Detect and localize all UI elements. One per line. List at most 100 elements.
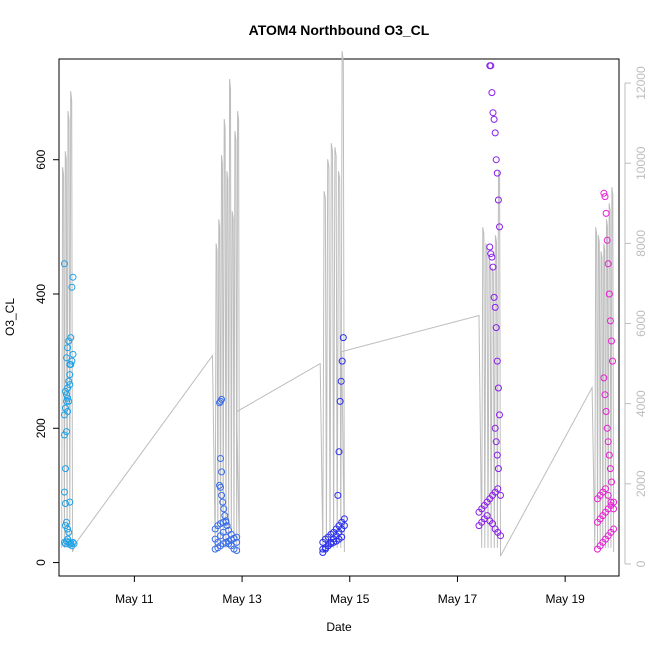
data-point <box>497 532 504 540</box>
data-point <box>62 465 69 473</box>
data-point <box>603 424 611 432</box>
data-point <box>60 411 68 419</box>
data-point <box>603 236 611 244</box>
data-point <box>605 451 613 459</box>
right-y-tick-label: 0 <box>634 560 648 567</box>
data-point <box>610 525 618 533</box>
data-point <box>65 397 73 405</box>
data-point <box>494 196 502 204</box>
x-tick-label: May 11 <box>115 592 154 606</box>
data-point <box>218 395 226 403</box>
data-point <box>336 397 344 405</box>
data-point <box>66 381 74 389</box>
data-point <box>219 498 227 506</box>
data-point <box>604 438 612 446</box>
data-point <box>217 455 224 462</box>
data-point <box>62 500 69 507</box>
data-point <box>68 357 76 365</box>
data-point <box>496 411 503 419</box>
data-point <box>488 89 496 97</box>
data-point <box>68 542 76 550</box>
series-5 <box>594 189 618 553</box>
data-point <box>62 522 69 530</box>
data-point <box>63 518 70 526</box>
data-point <box>63 391 70 399</box>
data-point <box>65 337 73 345</box>
data-point <box>494 485 502 493</box>
data-point <box>63 397 70 405</box>
y-tick-label: 200 <box>34 418 48 438</box>
y-axis-right: 0 2000 4000 6000 8000 10000 12000 <box>624 66 648 567</box>
data-point <box>601 391 609 399</box>
data-point <box>604 491 612 499</box>
data-point <box>65 528 73 536</box>
data-point <box>497 491 504 499</box>
data-point <box>233 547 241 554</box>
data-point <box>233 533 241 541</box>
data-point <box>491 129 499 137</box>
data-point <box>335 448 343 456</box>
data-point <box>334 491 342 499</box>
data-point <box>217 483 224 491</box>
y-axis-label: O3_CL <box>3 298 17 336</box>
data-point <box>489 263 497 271</box>
data-point <box>68 283 76 291</box>
data-point <box>338 533 346 541</box>
data-point <box>610 498 618 506</box>
right-y-tick-label: 10000 <box>634 146 648 180</box>
series-1 <box>60 260 78 550</box>
data-point <box>65 377 73 385</box>
y-axis: 0 200 400 600 <box>34 149 59 566</box>
data-points <box>60 62 618 556</box>
data-point <box>64 525 72 533</box>
data-point <box>602 209 610 217</box>
plot-frame <box>58 58 620 577</box>
data-point <box>67 334 75 342</box>
data-point <box>601 193 609 201</box>
chart-title: ATOM4 Northbound O3_CL <box>249 22 430 38</box>
data-point <box>492 438 500 446</box>
data-point <box>496 223 503 231</box>
series-2 <box>211 395 241 554</box>
data-point <box>492 156 500 164</box>
data-point <box>70 540 78 548</box>
data-point <box>600 374 608 382</box>
data-point <box>220 505 228 513</box>
data-point <box>222 518 230 526</box>
data-point <box>607 498 615 506</box>
data-point <box>64 394 72 402</box>
data-point <box>63 428 70 436</box>
data-point <box>218 468 226 476</box>
x-tick-label: May 17 <box>438 592 478 606</box>
data-point <box>340 515 348 523</box>
data-point <box>62 387 69 395</box>
data-point <box>604 260 612 268</box>
data-point <box>62 404 69 412</box>
data-point <box>63 354 70 362</box>
data-point <box>338 357 346 365</box>
data-point <box>490 293 498 301</box>
data-point <box>490 115 498 123</box>
data-point <box>66 371 74 379</box>
data-point <box>66 361 74 368</box>
data-point <box>69 538 77 546</box>
data-point <box>60 488 68 496</box>
data-point <box>493 451 501 459</box>
series-4 <box>475 62 504 540</box>
data-point <box>66 498 74 506</box>
right-y-tick-label: 2000 <box>634 470 648 497</box>
data-point <box>494 465 502 473</box>
x-tick-label: May 15 <box>330 592 370 606</box>
data-point <box>602 485 609 493</box>
data-point <box>602 408 610 415</box>
data-point <box>489 109 497 117</box>
data-point <box>60 260 68 268</box>
data-point <box>608 337 615 345</box>
data-point <box>486 243 494 251</box>
data-point <box>489 520 496 528</box>
data-point <box>216 399 223 407</box>
data-point <box>69 273 77 281</box>
data-point <box>64 344 72 352</box>
x-tick-label: May 19 <box>545 592 585 606</box>
